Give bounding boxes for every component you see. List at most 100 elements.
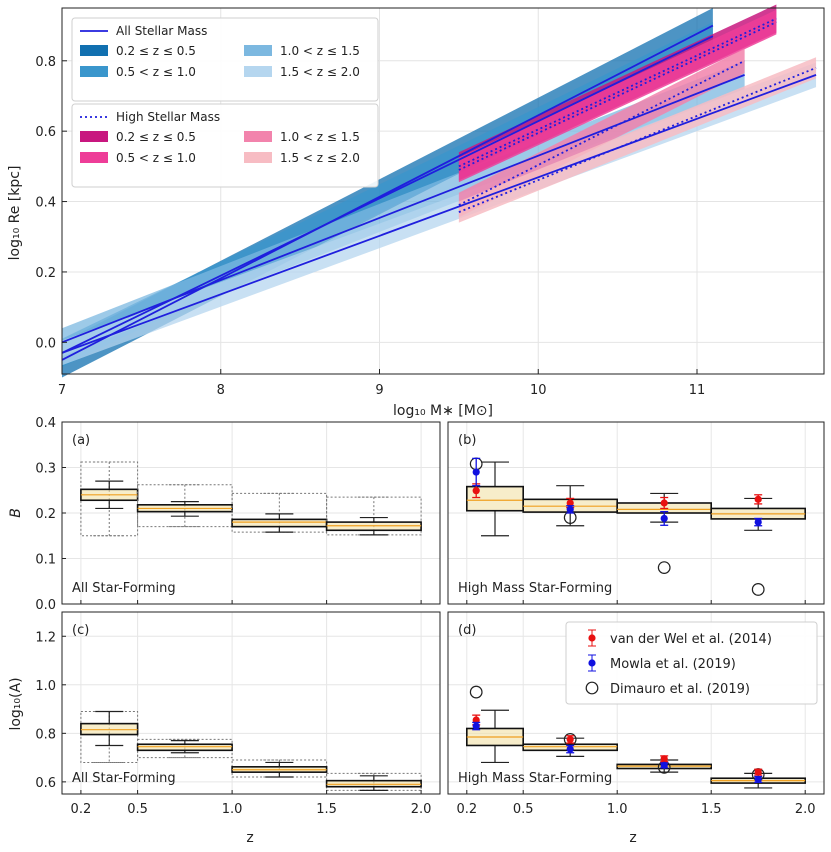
mowla-point — [566, 505, 574, 513]
x-tick-label: 7 — [58, 383, 66, 398]
legend-entry: Mowla et al. (2019) — [610, 657, 736, 672]
y-tick-label: 0.4 — [35, 196, 56, 211]
x-tick-label: 0.5 — [513, 802, 534, 817]
legend-entry: 1.5 < z ≤ 2.0 — [280, 65, 360, 79]
legend-swatch — [80, 45, 108, 56]
box — [325, 779, 422, 788]
legend-swatch — [244, 152, 272, 163]
panel-frame — [61, 611, 441, 795]
x-tick-label: 9 — [375, 383, 383, 398]
x-tick-label: 0.2 — [456, 802, 477, 817]
y-tick-label: 0.8 — [35, 727, 56, 742]
high-mass-line — [458, 17, 777, 168]
panel-frame — [447, 611, 825, 795]
dimauro-legend-marker — [585, 681, 599, 695]
legend-swatch — [244, 45, 272, 56]
dimauro-point — [657, 561, 671, 574]
box — [136, 743, 233, 752]
high-mass-line — [458, 59, 746, 206]
mowla-point — [754, 775, 762, 784]
x-tick-label: 1.0 — [607, 802, 628, 817]
x-tick-label: 11 — [689, 383, 706, 398]
top-xlabel: log₁₀ M∗ [M⊙] — [393, 403, 493, 419]
y-tick-label: 0.4 — [35, 416, 56, 431]
y-tick-label: 0.0 — [35, 598, 56, 613]
all-mass-line — [61, 24, 714, 361]
x-tick-label: 1.5 — [701, 802, 722, 817]
panel-frame — [447, 421, 825, 605]
legend-entry: 0.2 ≤ z ≤ 0.5 — [116, 130, 196, 144]
mowla-point — [660, 514, 668, 523]
vdw-point — [660, 755, 668, 763]
y-tick-label: 0.3 — [35, 462, 56, 477]
legend-entry: 0.5 < z ≤ 1.0 — [116, 65, 196, 79]
dimauro-point — [751, 583, 765, 596]
box — [465, 485, 524, 512]
x-tick-label: 2.0 — [411, 802, 432, 817]
y-tick-label: 0.2 — [35, 266, 56, 281]
a-ylabel: log₁₀(A) — [8, 677, 24, 730]
mowla-legend-marker — [588, 659, 596, 667]
high-mass-line — [458, 66, 817, 213]
y-tick-label: 0.1 — [35, 553, 56, 568]
high-mass-line — [458, 21, 777, 171]
x-tick-label: 1.5 — [316, 802, 337, 817]
legend-box — [565, 621, 818, 705]
mowla-point — [472, 722, 480, 730]
y-tick-label: 0.2 — [35, 507, 56, 522]
legend-title: High Stellar Mass — [116, 110, 220, 124]
mowla-point — [660, 761, 668, 769]
vdw-point — [472, 487, 480, 495]
legend-swatch — [244, 66, 272, 77]
mowla-point — [566, 745, 574, 753]
mowla-point — [472, 468, 480, 476]
y-tick-label: 1.2 — [35, 630, 56, 645]
x-tick-label: 10 — [530, 383, 547, 398]
d-xlabel: z — [629, 830, 636, 846]
legend-entry: van der Wel et al. (2014) — [610, 632, 772, 647]
vdw-legend-marker — [588, 634, 596, 642]
legend-entry: 1.5 < z ≤ 2.0 — [280, 151, 360, 165]
y-tick-label: 0.0 — [35, 336, 56, 351]
vdw-point — [566, 499, 574, 507]
vdw-point — [754, 495, 762, 503]
legend-entry: 1.0 < z ≤ 1.5 — [280, 44, 360, 58]
panel-label: (d) — [458, 623, 476, 638]
panel-annotation: High Mass Star-Forming — [458, 581, 612, 596]
vdw-point — [660, 499, 668, 507]
b-ylabel: B — [8, 508, 24, 518]
box — [80, 722, 139, 736]
legend-entry: Dimauro et al. (2019) — [610, 682, 750, 697]
y-tick-label: 0.6 — [35, 776, 56, 791]
legend-entry: 1.0 < z ≤ 1.5 — [280, 130, 360, 144]
mowla-point — [754, 518, 762, 526]
legend-swatch — [80, 152, 108, 163]
legend-swatch — [244, 131, 272, 142]
all-mass-line — [61, 74, 817, 354]
panel-label: (a) — [72, 433, 90, 448]
x-tick-label: 0.2 — [71, 802, 92, 817]
box — [231, 518, 328, 528]
y-tick-label: 1.0 — [35, 679, 56, 694]
panel-annotation: High Mass Star-Forming — [458, 771, 612, 786]
dist-range-box — [326, 496, 422, 536]
x-tick-label: 2.0 — [795, 802, 816, 817]
legend-swatch — [80, 66, 108, 77]
all-mass-line — [61, 74, 745, 344]
top-frame — [61, 7, 825, 375]
panel-annotation: All Star-Forming — [72, 581, 176, 596]
y-tick-label: 0.6 — [35, 125, 56, 140]
x-tick-label: 1.0 — [222, 802, 243, 817]
vdw-point — [754, 768, 762, 776]
y-tick-label: 0.8 — [35, 55, 56, 70]
x-tick-label: 8 — [217, 383, 225, 398]
legend-box — [71, 17, 379, 102]
legend-box — [71, 103, 379, 188]
panel-label: (b) — [458, 433, 476, 448]
legend-entry: 0.2 ≤ z ≤ 0.5 — [116, 44, 196, 58]
legend-entry: 0.5 < z ≤ 1.0 — [116, 151, 196, 165]
top-ylabel: log₁₀ Re [kpc] — [7, 166, 23, 261]
panel-annotation: All Star-Forming — [72, 771, 176, 786]
vdw-point — [566, 735, 574, 744]
